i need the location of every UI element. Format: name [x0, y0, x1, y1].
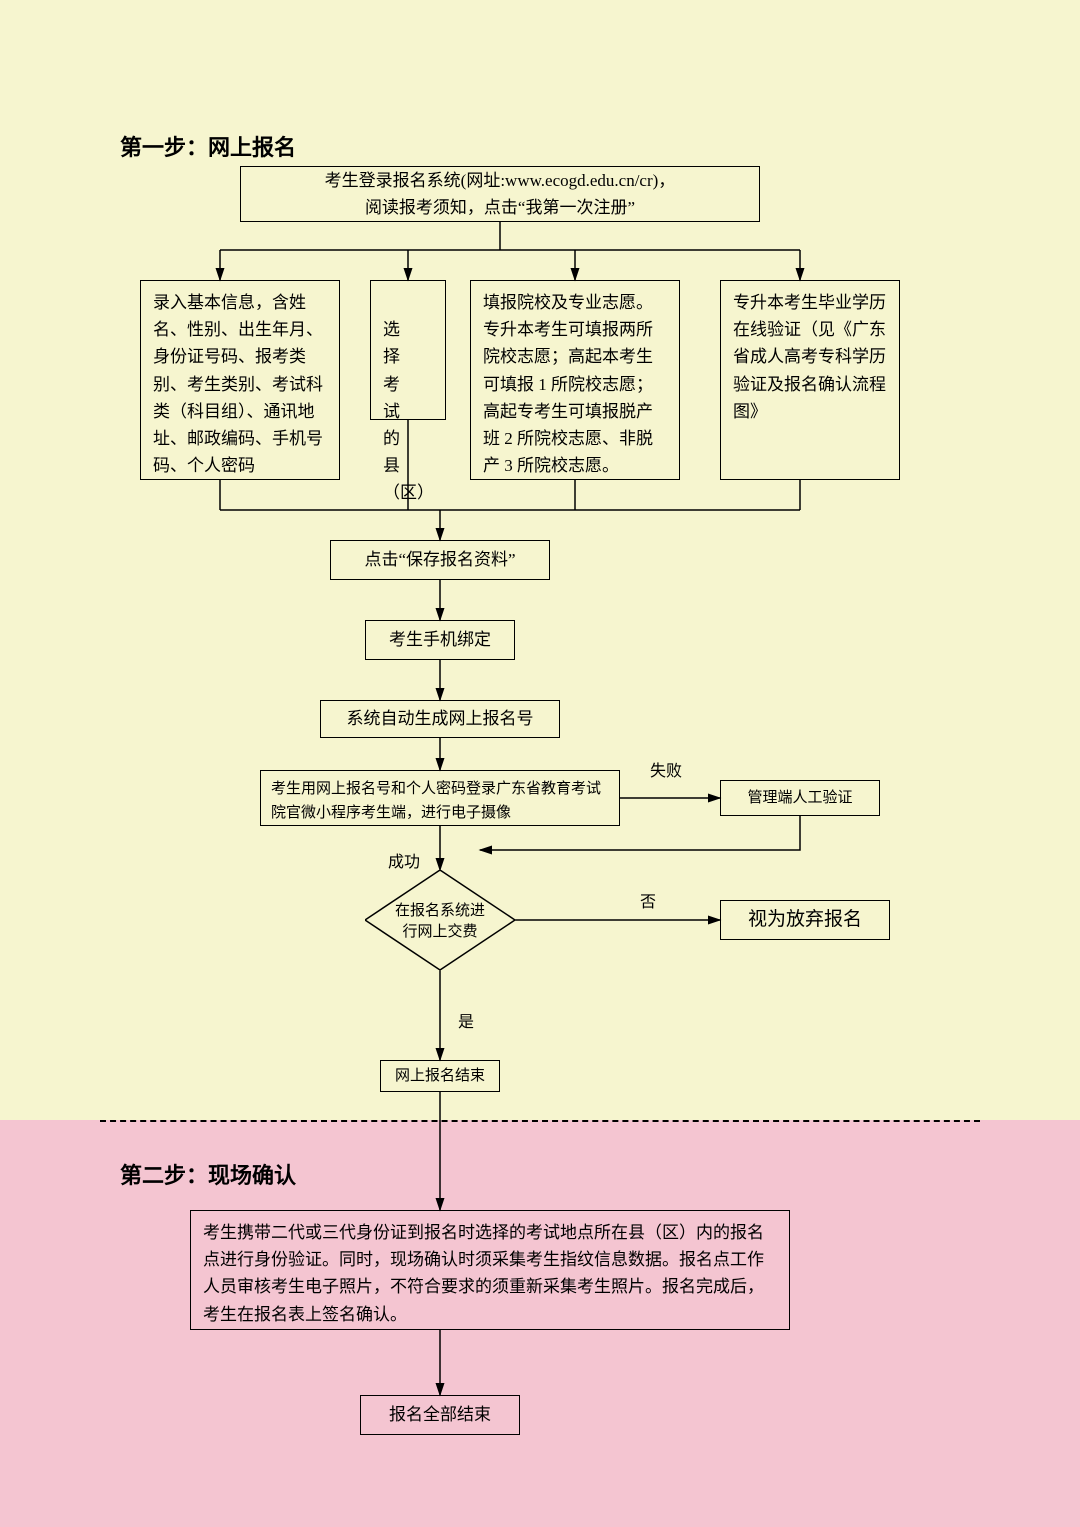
edge-label-fail: 失败 [650, 757, 682, 781]
edge-label-no: 否 [640, 888, 656, 912]
step1-title: 第一步：网上报名 [120, 130, 296, 162]
node-pay-decision: 在报名系统进 行网上交费 [365, 870, 515, 970]
node-onsite: 考生携带二代或三代身份证到报名时选择的考试地点所在县（区）内的报名点进行身份验证… [190, 1210, 790, 1330]
node-save-text: 点击“保存报名资料” [364, 546, 515, 573]
step2-title: 第二步：现场确认 [120, 1158, 296, 1190]
node-branch3-text: 填报院校及专业志愿。专升本考生可填报两所院校志愿；高起本考生可填报 1 所院校志… [483, 293, 653, 475]
node-onsite-text: 考生携带二代或三代身份证到报名时选择的考试地点所在县（区）内的报名点进行身份验证… [203, 1223, 764, 1324]
node-gen-id-text: 系统自动生成网上报名号 [347, 705, 534, 732]
node-manual-verify-text: 管理端人工验证 [747, 786, 852, 810]
node-online-end: 网上报名结束 [380, 1060, 500, 1092]
node-branch4-text: 专升本考生毕业学历在线验证（见《广东省成人高考专科学历验证及报名确认流程图》 [733, 293, 886, 421]
node-pay-decision-text: 在报名系统进 行网上交费 [395, 899, 485, 941]
node-online-end-text: 网上报名结束 [395, 1064, 485, 1088]
edge-label-success: 成功 [388, 848, 420, 872]
node-branch4: 专升本考生毕业学历在线验证（见《广东省成人高考专科学历验证及报名确认流程图》 [720, 280, 900, 480]
node-all-end: 报名全部结束 [360, 1395, 520, 1435]
node-save: 点击“保存报名资料” [330, 540, 550, 580]
node-bind-phone: 考生手机绑定 [365, 620, 515, 660]
node-start-text: 考生登录报名系统(网址:www.ecogd.edu.cn/cr)， 阅读报考须知… [325, 167, 676, 221]
node-manual-verify: 管理端人工验证 [720, 780, 880, 816]
node-login-photo-text: 考生用网上报名号和个人密码登录广东省教育考试院官微小程序考生端，进行电子摄像 [271, 781, 601, 821]
node-branch1: 录入基本信息，含姓名、性别、出生年月、身份证号码、报考类别、考生类别、考试科类（… [140, 280, 340, 480]
node-abandon: 视为放弃报名 [720, 900, 890, 940]
node-start: 考生登录报名系统(网址:www.ecogd.edu.cn/cr)， 阅读报考须知… [240, 166, 760, 222]
node-bind-phone-text: 考生手机绑定 [389, 626, 491, 653]
node-login-photo: 考生用网上报名号和个人密码登录广东省教育考试院官微小程序考生端，进行电子摄像 [260, 770, 620, 826]
node-all-end-text: 报名全部结束 [389, 1401, 491, 1428]
section-separator [100, 1120, 980, 1122]
edge-label-yes: 是 [458, 1008, 474, 1032]
node-branch2: 选 择 考 试 的 县 （区） [370, 280, 446, 420]
node-abandon-text: 视为放弃报名 [748, 905, 862, 935]
node-branch3: 填报院校及专业志愿。专升本考生可填报两所院校志愿；高起本考生可填报 1 所院校志… [470, 280, 680, 480]
node-gen-id: 系统自动生成网上报名号 [320, 700, 560, 738]
node-branch1-text: 录入基本信息，含姓名、性别、出生年月、身份证号码、报考类别、考生类别、考试科类（… [153, 293, 323, 475]
